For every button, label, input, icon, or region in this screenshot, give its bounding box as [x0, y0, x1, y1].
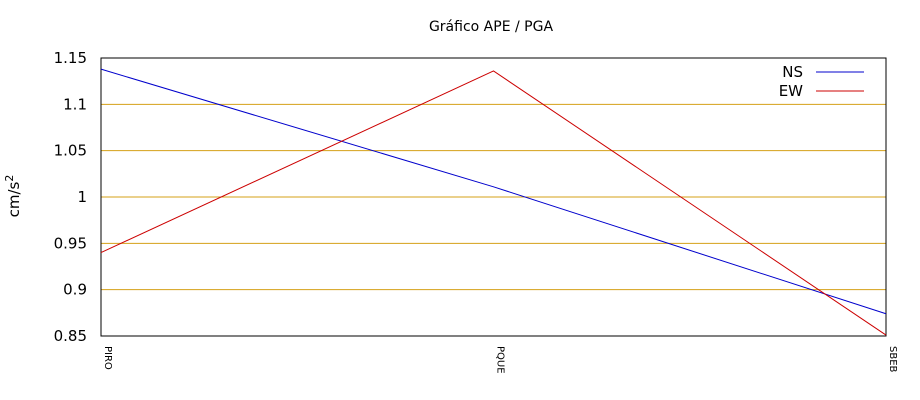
plot-frame: [100, 57, 887, 337]
y-tick-label: 1.1: [63, 95, 87, 113]
series-line-ns: [100, 68, 887, 315]
legend-label-ew: EW: [779, 82, 803, 100]
x-tick-label: PIRO: [102, 346, 113, 370]
y-axis-label-superscript: 2: [3, 175, 16, 182]
y-axis-label: cm/s2: [3, 175, 23, 218]
series-lines: [100, 68, 887, 336]
x-tick-label: SBEB: [887, 346, 898, 373]
series-line-ew: [100, 70, 887, 336]
chart-title: Gráfico APE / PGA: [429, 19, 553, 35]
y-tick-label: 0.95: [54, 234, 87, 252]
y-tick-label: 0.9: [63, 281, 87, 299]
x-tick-label: PQUE: [495, 346, 506, 374]
grid: [101, 103, 886, 291]
x-axis-ticks: PIRO PQUE SBEB: [102, 346, 898, 374]
y-axis-label-text: cm/s: [5, 181, 23, 217]
y-tick-label: 1.15: [54, 49, 87, 67]
y-tick-label: 0.85: [54, 327, 87, 345]
y-axis-ticks: 0.85 0.9 0.95 1 1.05 1.1 1.15: [54, 49, 87, 345]
legend-label-ns: NS: [782, 63, 803, 81]
y-tick-label: 1: [77, 188, 87, 206]
y-tick-label: 1.05: [54, 142, 87, 160]
